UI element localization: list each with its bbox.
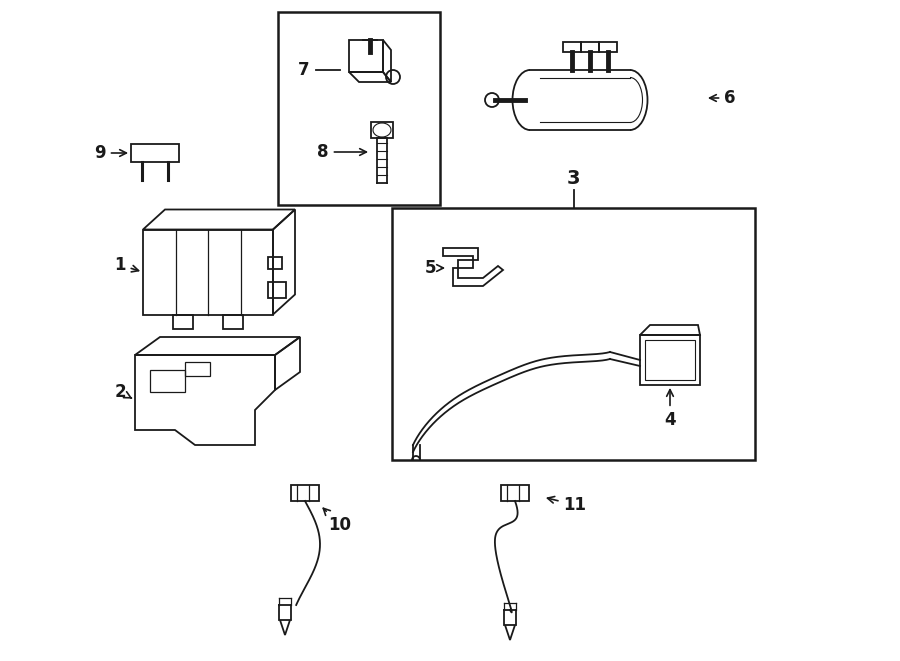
Bar <box>223 315 243 329</box>
Text: 7: 7 <box>298 61 310 79</box>
Bar <box>392 208 755 460</box>
Text: 2: 2 <box>114 383 131 401</box>
Text: 6: 6 <box>709 89 736 107</box>
Bar <box>131 144 179 162</box>
Bar <box>645 340 695 380</box>
Bar <box>173 315 193 329</box>
Text: 9: 9 <box>94 144 126 162</box>
Text: 3: 3 <box>567 169 580 188</box>
Bar <box>563 42 581 52</box>
Text: 10: 10 <box>323 508 352 534</box>
Bar <box>501 485 529 501</box>
Bar <box>268 282 286 298</box>
Bar <box>581 42 599 52</box>
Bar <box>371 122 393 138</box>
Text: 8: 8 <box>317 143 366 161</box>
Text: 5: 5 <box>424 259 444 277</box>
Text: 11: 11 <box>547 496 587 514</box>
Bar <box>268 257 282 269</box>
Bar <box>185 362 210 376</box>
Bar <box>291 485 319 501</box>
Bar <box>640 335 700 385</box>
Bar <box>599 42 617 52</box>
Text: 1: 1 <box>114 256 139 274</box>
Bar <box>150 370 185 392</box>
Text: 4: 4 <box>664 389 676 429</box>
Bar <box>278 12 440 205</box>
